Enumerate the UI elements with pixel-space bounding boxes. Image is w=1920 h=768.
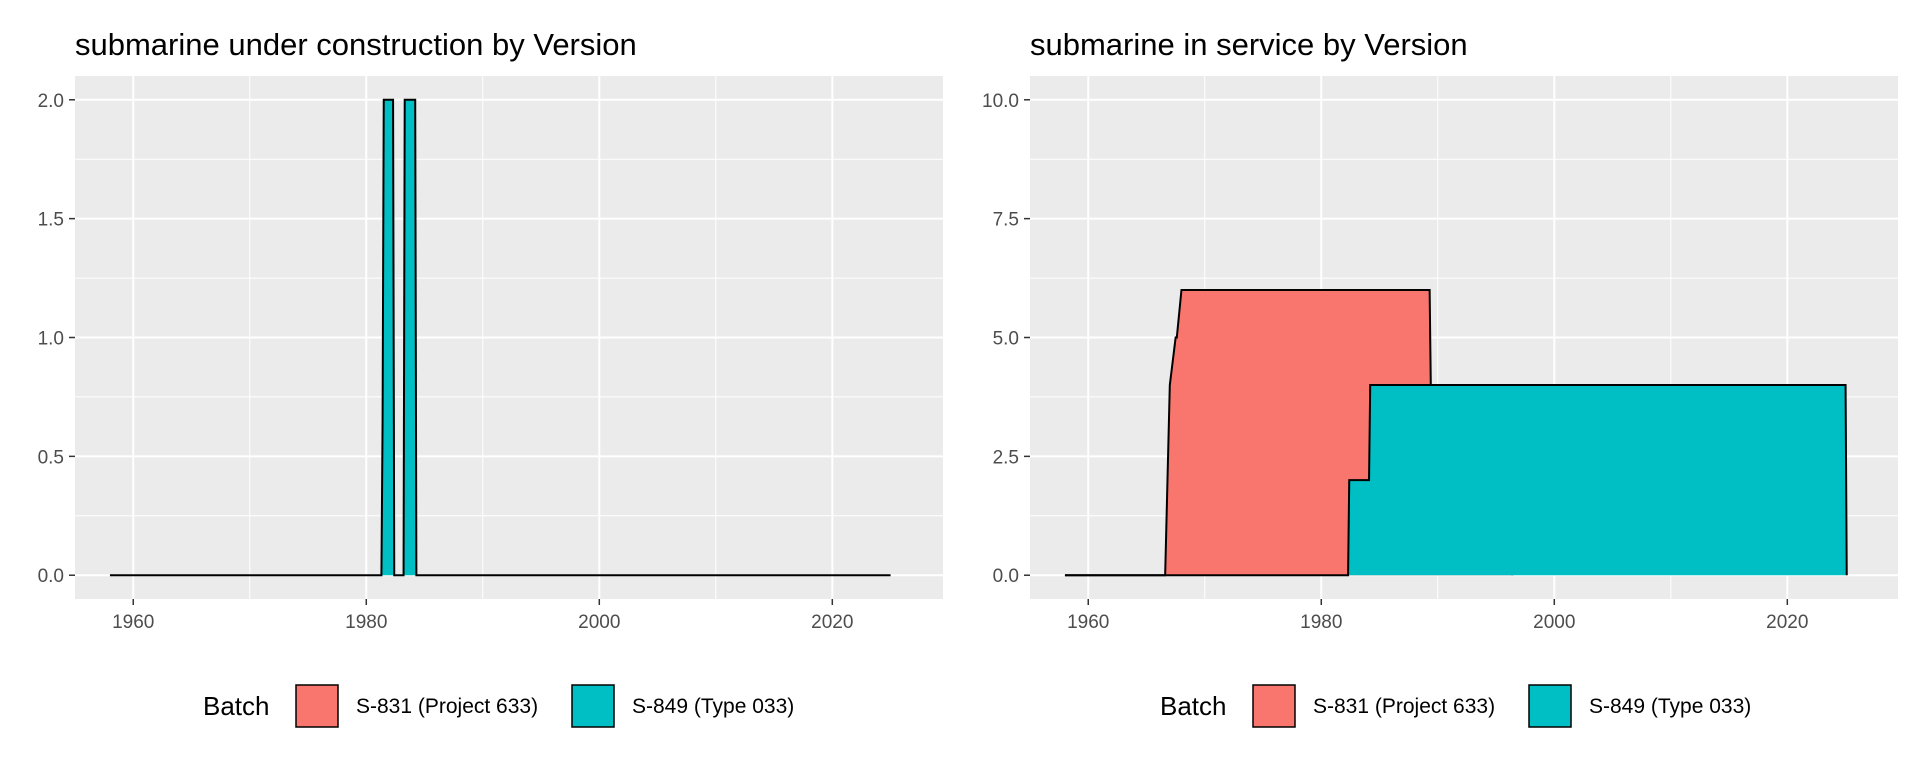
x-tick-label: 1980 bbox=[1300, 612, 1342, 633]
legend-key bbox=[295, 684, 339, 728]
legend-label: S-849 (Type 033) bbox=[1589, 695, 1751, 718]
x-tick-label: 1960 bbox=[1067, 612, 1109, 633]
y-tick-label: 7.5 bbox=[993, 210, 1019, 231]
y-tick-label: 0.0 bbox=[993, 566, 1019, 587]
legend-label: S-849 (Type 033) bbox=[632, 695, 794, 718]
legend-label: S-831 (Project 633) bbox=[1313, 695, 1495, 718]
y-tick-label: 1.5 bbox=[38, 210, 64, 231]
x-tick-label: 2000 bbox=[578, 612, 620, 633]
area-outline bbox=[1064, 384, 1848, 577]
area-series bbox=[1064, 385, 1847, 576]
y-tick-label: 2.5 bbox=[993, 447, 1019, 468]
chart-under-construction: submarine under construction by Version … bbox=[38, 27, 943, 728]
y-tick-label: 0.0 bbox=[38, 566, 64, 587]
x-tick-label: 1980 bbox=[345, 612, 387, 633]
chart-title: submarine in service by Version bbox=[1030, 27, 1468, 62]
chart-in-service: submarine in service by Version 1960 1980… bbox=[982, 27, 1898, 728]
x-tick-label: 1960 bbox=[112, 612, 154, 633]
x-tick-label: 2000 bbox=[1533, 612, 1575, 633]
legend-label: S-831 (Project 633) bbox=[356, 695, 538, 718]
x-tick-label: 2020 bbox=[1766, 612, 1808, 633]
y-tick-label: 0.5 bbox=[38, 447, 64, 468]
x-tick-label: 2020 bbox=[811, 612, 853, 633]
y-tick-label: 5.0 bbox=[993, 329, 1019, 350]
y-tick-label: 1.0 bbox=[38, 329, 64, 350]
legend-key bbox=[571, 684, 615, 728]
legend-title: Batch bbox=[1160, 691, 1227, 721]
y-tick-label: 10.0 bbox=[982, 91, 1019, 112]
legend-key bbox=[1252, 684, 1296, 728]
area-outline bbox=[1064, 288, 1514, 577]
legend-title: Batch bbox=[203, 691, 270, 721]
legend-key bbox=[1528, 684, 1572, 728]
area-outline bbox=[109, 98, 891, 577]
chart-title: submarine under construction by Version bbox=[75, 27, 637, 62]
y-tick-label: 2.0 bbox=[38, 91, 64, 112]
